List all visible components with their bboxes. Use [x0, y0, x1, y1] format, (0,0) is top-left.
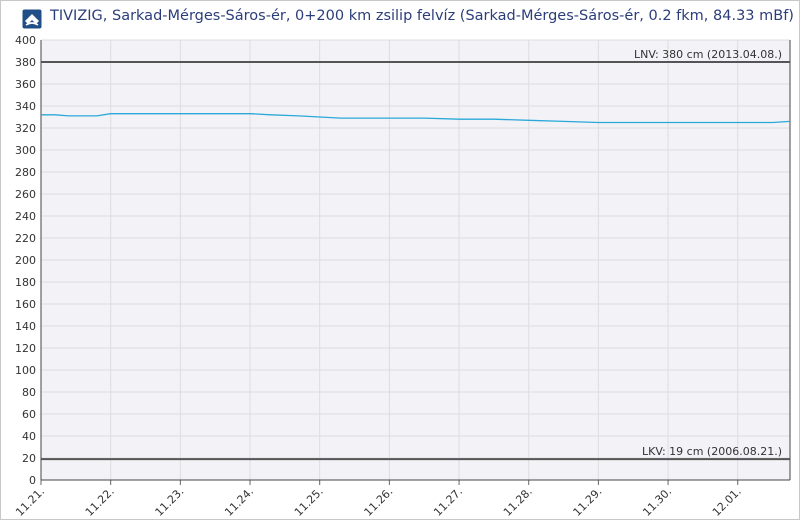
x-tick-label: 11.29.: [571, 485, 605, 519]
y-tick-label: 300: [15, 144, 36, 157]
x-tick-label: 11.23.: [153, 485, 187, 519]
y-tick-label: 240: [15, 210, 36, 223]
x-tick-label: 12.01.: [710, 485, 744, 519]
reference-label: LNV: 380 cm (2013.04.08.): [634, 48, 782, 61]
x-tick-label: 11.26.: [362, 485, 396, 519]
y-tick-label: 380: [15, 56, 36, 69]
y-tick-label: 280: [15, 166, 36, 179]
x-tick-label: 11.27.: [431, 485, 465, 519]
y-tick-label: 120: [15, 342, 36, 355]
y-tick-label: 0: [29, 474, 36, 487]
x-tick-label: 11.22.: [83, 485, 117, 519]
y-tick-label: 60: [22, 408, 36, 421]
y-tick-label: 100: [15, 364, 36, 377]
x-tick-label: 11.30.: [640, 485, 674, 519]
x-tick-label: 11.28.: [501, 485, 535, 519]
x-tick-label: 11.24.: [222, 485, 256, 519]
y-tick-label: 80: [22, 386, 36, 399]
y-tick-label: 360: [15, 78, 36, 91]
y-tick-label: 200: [15, 254, 36, 267]
x-tick-label: 11.25.: [292, 485, 326, 519]
y-tick-label: 260: [15, 188, 36, 201]
y-tick-label: 180: [15, 276, 36, 289]
y-tick-label: 340: [15, 100, 36, 113]
chart-header: TIVIZIG, Sarkad-Mérges-Sáros-ér, 0+200 k…: [0, 0, 800, 36]
y-tick-label: 160: [15, 298, 36, 311]
y-tick-label: 20: [22, 452, 36, 465]
x-tick-label: 11.21.: [13, 485, 47, 519]
reference-label: LKV: 19 cm (2006.08.21.): [642, 445, 782, 458]
tivizig-logo-icon: [22, 9, 42, 29]
chart-title: TIVIZIG, Sarkad-Mérges-Sáros-ér, 0+200 k…: [50, 8, 794, 24]
y-tick-label: 220: [15, 232, 36, 245]
plot-area: 0 20 40 60 80 100 120 140 160 180 200 220 240 260 280 3…: [13, 34, 791, 519]
y-tick-label: 140: [15, 320, 36, 333]
y-tick-label: 400: [15, 34, 36, 47]
water-level-series-line: [41, 113, 791, 124]
y-tick-label: 320: [15, 122, 36, 135]
y-tick-label: 40: [22, 430, 36, 443]
